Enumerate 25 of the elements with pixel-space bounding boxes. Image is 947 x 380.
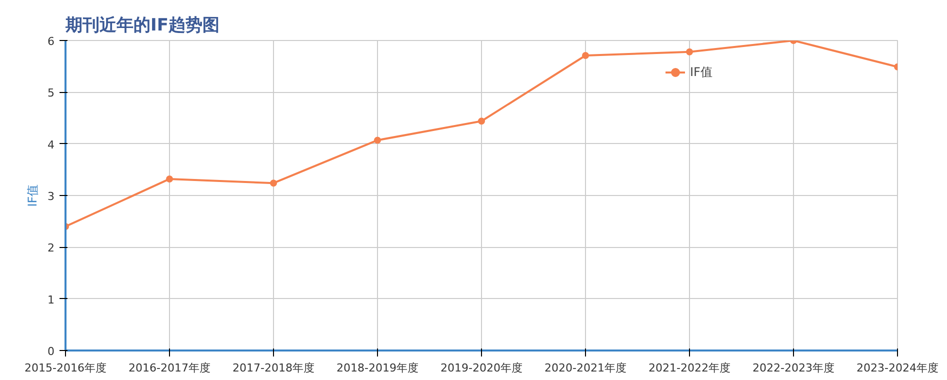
- x-tick-label: 2023-2024年度: [856, 362, 938, 374]
- x-tick-label: 2022-2023年度: [752, 362, 834, 374]
- x-tick-label: 2016-2017年度: [128, 362, 210, 374]
- y-tick-label: 3: [48, 190, 54, 203]
- y-tick-label: 0: [48, 345, 54, 358]
- x-tick-label: 2018-2019年度: [336, 362, 418, 374]
- y-axis-title: IF值: [26, 184, 40, 207]
- point: [374, 136, 381, 144]
- y-tick-label: 2: [48, 242, 54, 255]
- x-tick-label: 2017-2018年度: [232, 362, 314, 374]
- x-tick-label: 2020-2021年度: [544, 362, 626, 374]
- x-tick-label: 2015-2016年度: [24, 362, 106, 374]
- y-tick-label: 5: [48, 86, 54, 100]
- chart-title: 期刊近年的IF趋势图: [64, 16, 220, 36]
- y-tick-label: 1: [48, 293, 54, 306]
- point: [478, 118, 485, 125]
- point: [166, 175, 173, 182]
- point: [686, 48, 693, 56]
- point: [582, 52, 589, 59]
- y-tick-label: 4: [48, 138, 54, 152]
- y-tick-label: 6: [48, 35, 54, 48]
- point: [270, 180, 277, 187]
- x-tick-label: 2021-2022年度: [648, 362, 730, 374]
- x-tick-label: 2019-2020年度: [440, 362, 522, 374]
- legend-label: IF值: [690, 64, 712, 80]
